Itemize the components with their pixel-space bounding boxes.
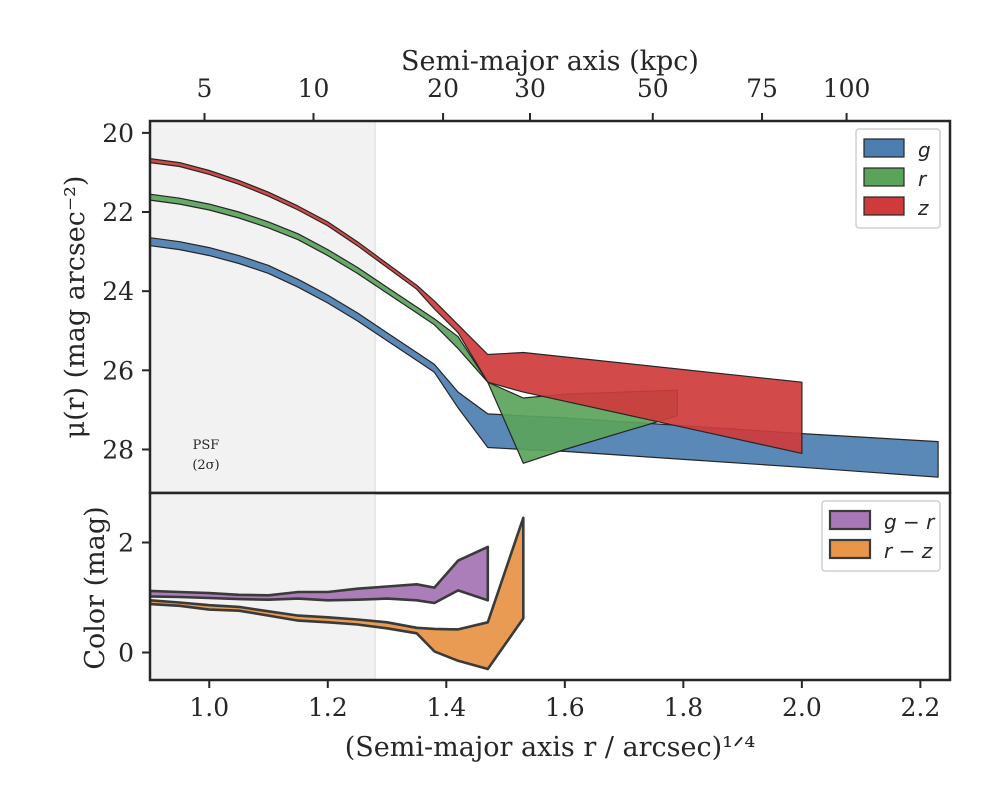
bottom-ytick-label: 0 [118, 639, 134, 668]
legend-swatch [828, 538, 872, 560]
surface-brightness-panel: PSF (2σ) 20 22 24 26 28 5 10 20 30 50 75 100 Semi-… [60, 46, 952, 495]
legend-swatch [863, 138, 905, 158]
top-ytick-label: 22 [102, 198, 134, 227]
band-z [150, 158, 803, 454]
xtick-label: 2.0 [782, 693, 822, 722]
kpc-tick-label: 30 [514, 74, 546, 103]
psf-shaded-region-bottom [149, 492, 376, 681]
xtick-label: 1.8 [663, 693, 703, 722]
legend-label: g − r [884, 510, 936, 534]
psf-annotation-line2: (2σ) [192, 458, 219, 473]
kpc-tick-label: 5 [197, 74, 213, 103]
top-ytick-label: 28 [102, 435, 134, 464]
legend-swatch [863, 167, 905, 187]
xtick-label: 2.2 [900, 693, 940, 722]
top-y-axis-label: μ(r) (mag arcsec⁻²) [60, 176, 91, 439]
xtick-label: 1.4 [426, 693, 466, 722]
color-band-gr [150, 545, 490, 605]
kpc-tick-label: 20 [427, 74, 459, 103]
legend-label: r [918, 167, 928, 191]
bottom-legend: g − r r − z [821, 500, 941, 572]
legend-label: g [918, 138, 931, 162]
top-ytick-label: 26 [102, 356, 134, 385]
bottom-y-axis-label: Color (mag) [80, 506, 111, 669]
top-ytick-label: 20 [102, 119, 134, 148]
xtick-label: 1.6 [545, 693, 585, 722]
kpc-tick-label: 75 [746, 74, 778, 103]
color-profile-panel: 0 2 1.0 1.2 1.4 1.6 1.8 2.0 2.2 Color (mag) (Se… [80, 491, 952, 763]
color-band-rz [150, 516, 525, 671]
xtick-label: 1.2 [308, 693, 348, 722]
top-x-axis-label: Semi-major axis (kpc) [401, 46, 699, 77]
top-legend: grz [855, 128, 941, 229]
legend-label: r − z [884, 539, 933, 563]
bottom-ytick-label: 2 [118, 529, 134, 558]
psf-annotation-line1: PSF [193, 438, 220, 453]
kpc-tick-label: 10 [298, 74, 330, 103]
kpc-tick-label: 50 [637, 74, 669, 103]
top-ytick-label: 24 [102, 277, 134, 306]
bottom-x-axis-label: (Semi-major axis r / arcsec)¹ᐟ⁴ [345, 732, 755, 763]
kpc-tick-label: 100 [823, 74, 871, 103]
legend-swatch [863, 196, 905, 216]
legend-swatch [828, 509, 872, 531]
legend-label: z [917, 196, 929, 220]
xtick-label: 1.0 [189, 693, 229, 722]
bottom-plot-frame [148, 491, 952, 682]
